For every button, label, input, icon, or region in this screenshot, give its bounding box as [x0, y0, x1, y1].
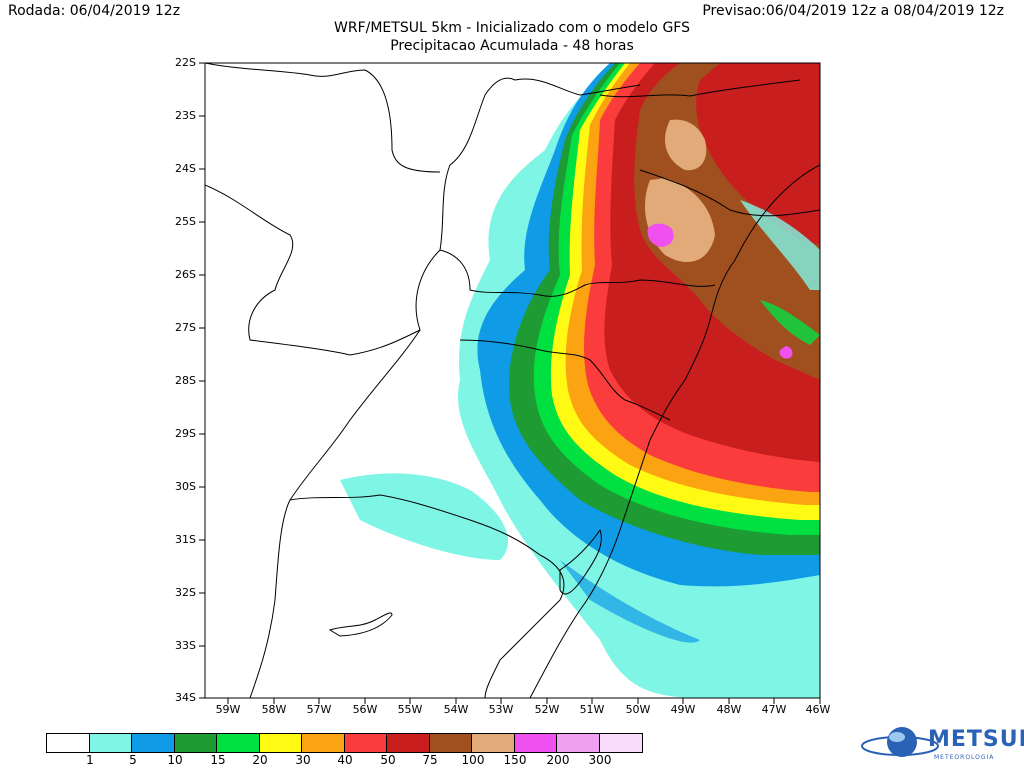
lon-label: 58W: [261, 703, 287, 716]
precipitation-colorbar: [46, 733, 643, 753]
run-date-label: Rodada: 06/04/2019 12z: [8, 3, 181, 19]
lon-label: 55W: [397, 703, 423, 716]
lat-label: 26S: [175, 268, 196, 281]
colorbar-label: 75: [422, 753, 438, 767]
metsul-logo-icon: [861, 727, 939, 757]
precip-contour-75mm-b: [696, 63, 820, 245]
lon-label: 48W: [716, 703, 742, 716]
lon-tick-marks: [227, 698, 821, 704]
lon-label: 57W: [306, 703, 332, 716]
lon-label: 54W: [443, 703, 469, 716]
colorbar-swatch: [132, 734, 175, 752]
lon-label: 50W: [625, 703, 651, 716]
colorbar-label: 5: [129, 753, 137, 767]
colorbar-swatch: [174, 734, 217, 752]
lat-label: 24S: [175, 162, 196, 175]
precipitation-field: [340, 63, 820, 698]
lat-tick-marks: [199, 62, 205, 699]
map-subtitle: Precipitacao Acumulada - 48 horas: [390, 38, 634, 54]
lat-label: 23S: [175, 109, 196, 122]
border-mg-sp: [599, 79, 801, 98]
border-sp-pr: [639, 169, 820, 217]
colorbar-swatch: [514, 734, 557, 752]
lon-label: 53W: [488, 703, 514, 716]
colorbar-label: 1: [86, 753, 94, 767]
political-borders: [205, 63, 820, 698]
precip-speckle-west: [340, 473, 509, 560]
lat-label: 29S: [175, 427, 196, 440]
lagoa-dos-patos: [559, 528, 602, 595]
colorbar-label: 150: [503, 753, 527, 767]
colorbar-label: 20: [252, 753, 268, 767]
lat-label: 32S: [175, 586, 196, 599]
colorbar-label: 50: [380, 753, 396, 767]
precip-contour-100mm-b: [665, 119, 707, 171]
lat-label: 25S: [175, 215, 196, 228]
colorbar-swatch: [429, 734, 472, 752]
forecast-period-label: Previsao:06/04/2019 12z a 08/04/2019 12z: [702, 3, 1004, 19]
map-title: WRF/METSUL 5km - Inicializado com o mode…: [334, 20, 690, 36]
precip-contour-150mm-b: [779, 346, 793, 359]
colorbar-swatch: [217, 734, 260, 752]
border-uruguay: [289, 494, 565, 698]
coast-rs: [529, 164, 820, 698]
lon-label: 46W: [805, 703, 831, 716]
colorbar-label: 15: [210, 753, 226, 767]
colorbar-label: 100: [461, 753, 485, 767]
lon-label: 49W: [670, 703, 696, 716]
lat-label: 31S: [175, 533, 196, 546]
colorbar-label: 40: [337, 753, 353, 767]
border-ms-pr: [439, 249, 716, 297]
metsul-logo-subtext: METEOROLOGIA: [934, 754, 995, 761]
lat-label: 34S: [175, 691, 196, 704]
lon-label: 56W: [352, 703, 378, 716]
colorbar-label: 10: [167, 753, 183, 767]
colorbar-swatch: [387, 734, 430, 752]
colorbar-label: 200: [546, 753, 570, 767]
colorbar-label: 300: [588, 753, 612, 767]
lat-label: 30S: [175, 480, 196, 493]
colorbar-swatch: [89, 734, 132, 752]
lat-label: 33S: [175, 639, 196, 652]
colorbar-swatch: [259, 734, 302, 752]
colorbar-swatch: [472, 734, 515, 752]
river-uruguay-coast: [328, 612, 393, 637]
lon-label: 47W: [761, 703, 787, 716]
colorbar-swatch: [599, 734, 642, 752]
colorbar-swatch: [344, 734, 387, 752]
colorbar-swatch: [47, 734, 90, 752]
lon-label: 52W: [534, 703, 560, 716]
lat-label: 28S: [175, 374, 196, 387]
border-paraguay: [205, 77, 641, 356]
lon-label: 51W: [579, 703, 605, 716]
lat-label: 22S: [175, 56, 196, 69]
lat-label: 27S: [175, 321, 196, 334]
border-argentina-north: [205, 63, 441, 173]
lon-label: 59W: [215, 703, 241, 716]
colorbar-swatch: [302, 734, 345, 752]
colorbar-label: 30: [295, 753, 311, 767]
precip-contour-150mm: [647, 223, 674, 247]
colorbar-swatch: [557, 734, 600, 752]
metsul-logo-text: METSUL: [928, 727, 1024, 752]
border-sc-rs: [459, 339, 671, 421]
